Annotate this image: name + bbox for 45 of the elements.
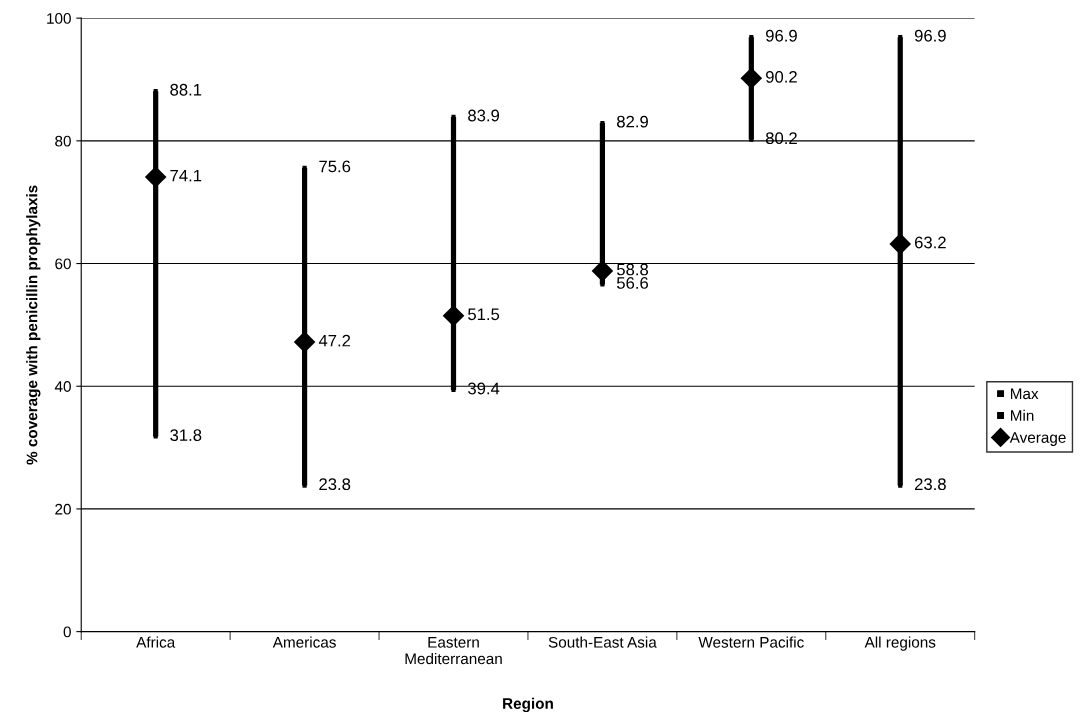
data-label: 47.2 [318,334,351,347]
data-label: 96.9 [766,29,797,42]
data-label: 96.9 [914,29,946,42]
data-label: 56.6 [616,277,649,289]
y-axis-title: % coverage with penicillin prophylaxis [26,185,41,465]
point [749,35,754,40]
x-tick-label: Africa [136,636,176,648]
x-axis-title: Region [503,697,553,713]
data-label: 83.9 [468,109,500,122]
point [293,331,316,353]
data-label: 82.9 [617,115,648,128]
data-label: 51.5 [468,308,500,321]
data-label: 63.2 [914,236,946,249]
point [442,304,465,327]
point [898,483,903,488]
point [889,233,912,255]
x-tick-label: Western Pacific [698,636,804,648]
x-tick-label: South-East Asia [548,636,657,648]
data-label: 31.8 [170,429,202,442]
point [898,35,903,40]
point [740,67,763,90]
data-label: 74.1 [170,169,202,182]
data-label: 90.2 [766,70,797,83]
legend-label: Min [1010,409,1034,421]
data-label: 23.8 [914,478,946,491]
data-label: 88.1 [170,83,202,96]
y-tick-label: 80 [55,135,71,147]
x-tick-label: Eastern Mediterranean [405,637,502,665]
y-tick-label: 20 [55,503,71,515]
data-label: 58.8 [616,263,649,276]
x-tick-label: Americas [272,636,336,648]
x-tick-label: All regions [864,636,936,651]
data-label: 75.6 [319,160,351,173]
point [153,434,158,439]
legend-label: Average [1009,432,1066,446]
y-tick-label: 0 [63,626,71,638]
point [591,260,614,282]
y-tick-label: 40 [54,381,71,392]
data-label: 23.8 [319,478,351,491]
y-tick-label: 100 [47,13,71,24]
point [153,89,158,94]
y-tick-label: 60 [55,258,71,270]
point [144,166,167,188]
point [749,137,754,142]
legend-label: Max [1010,388,1039,400]
